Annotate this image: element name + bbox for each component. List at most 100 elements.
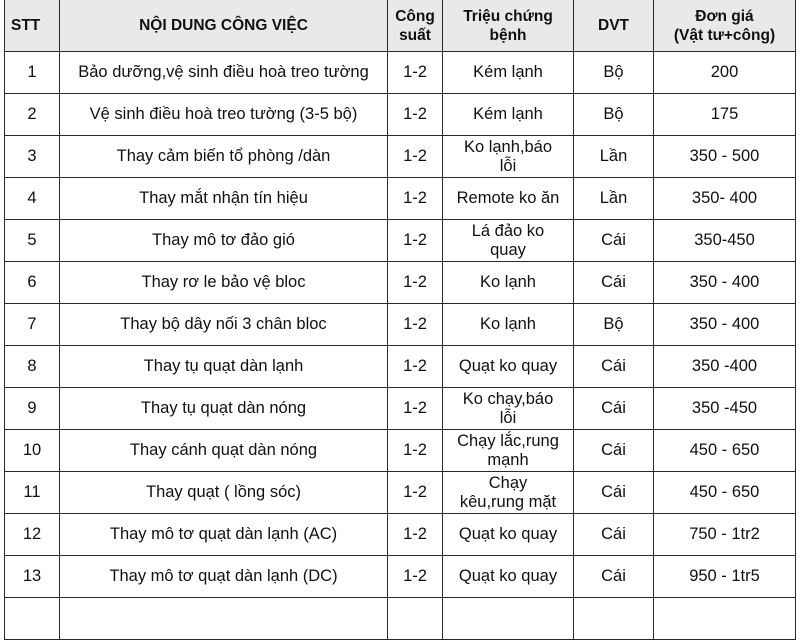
row-description: Bảo dưỡng,vệ sinh điều hoà treo tường [59,51,388,94]
row-stt: 8 [4,345,60,388]
row-symptom-line2: mạnh [487,450,529,469]
empty-cell [4,597,60,640]
header-stt: STT [4,0,60,52]
row-unit: Cái [573,429,654,472]
row-description: Thay cảm biến tổ phòng /dàn [59,135,388,178]
row-symptom: Kém lạnh [442,93,574,136]
table-row: 8 Thay tụ quạt dàn lạnh 1-2 Quạt ko quay Cái… [4,345,796,388]
row-symptom: Chạy kêu,rung mặt [442,471,574,514]
row-price: 350 - 400 [653,303,796,346]
row-capacity: 1-2 [387,387,443,430]
row-description: Thay mắt nhận tín hiệu [59,177,388,220]
row-symptom-line1: Kém lạnh [473,105,543,123]
row-capacity: 1-2 [387,177,443,220]
row-symptom-line1: Ko chạy,báo [462,389,554,408]
row-stt: 10 [4,429,60,472]
row-symptom: Ko lạnh [442,303,574,346]
table-row: 11 Thay quạt ( lồng sóc) 1-2 Chạy kêu,rung m… [4,471,796,514]
header-capacity: Công suất [387,0,443,52]
row-symptom-line1: Quạt ko quay [458,525,558,543]
table-row-partial [4,597,796,640]
row-price: 350- 400 [653,177,796,220]
header-capacity-line2: suất [399,26,431,44]
row-symptom-line2: quay [490,240,526,259]
row-stt: 3 [4,135,60,178]
row-description: Vệ sinh điều hoà treo tường (3-5 bộ) [59,93,388,136]
row-capacity: 1-2 [387,471,443,514]
row-description: Thay mô tơ quạt dàn lạnh (AC) [59,513,388,556]
row-symptom-line1: Ko lạnh,báo [463,137,553,156]
row-stt: 2 [4,93,60,136]
row-symptom: Ko chạy,báo lỗi [442,387,574,430]
row-unit: Lần [573,177,654,220]
table-row: 13 Thay mô tơ quạt dàn lạnh (DC) 1-2 Quạt k… [4,555,796,598]
row-symptom: Kém lạnh [442,51,574,94]
table-row: 12 Thay mô tơ quạt dàn lạnh (AC) 1-2 Quạt k… [4,513,796,556]
row-symptom-line1: Quạt ko quay [458,357,558,375]
table-row: 2 Vệ sinh điều hoà treo tường (3-5 bộ) 1-2… [4,93,796,136]
row-capacity: 1-2 [387,51,443,94]
row-price: 350 - 400 [653,261,796,304]
row-price: 175 [653,93,796,136]
row-price: 450 - 650 [653,471,796,514]
row-capacity: 1-2 [387,303,443,346]
row-capacity: 1-2 [387,345,443,388]
header-description: NỘI DUNG CÔNG VIỆC [59,0,388,52]
header-price-line2: (Vật tư+công) [673,26,776,44]
row-price: 350 -400 [653,345,796,388]
row-symptom-line2: lỗi [499,156,517,175]
row-description: Thay mô tơ đảo gió [59,219,388,262]
row-symptom-line1: Kém lạnh [473,63,543,81]
header-price-line1: Đơn giá [695,7,754,25]
row-description: Thay cánh quạt dàn nóng [59,429,388,472]
table-row: 3 Thay cảm biến tổ phòng /dàn 1-2 Ko lạnh,b… [4,135,796,178]
row-price: 950 - 1tr5 [653,555,796,598]
row-stt: 12 [4,513,60,556]
row-stt: 5 [4,219,60,262]
row-stt: 1 [4,51,60,94]
row-price: 200 [653,51,796,94]
header-symptom: Triệu chứng bệnh [442,0,574,52]
row-unit: Cái [573,555,654,598]
header-symptom-line1: Triệu chứng [463,7,553,25]
row-price: 350 -450 [653,387,796,430]
row-price: 350-450 [653,219,796,262]
row-symptom-line1: Quạt ko quay [458,567,558,585]
row-capacity: 1-2 [387,93,443,136]
row-symptom-line2: kêu,rung mặt [459,492,557,511]
row-unit: Cái [573,387,654,430]
row-capacity: 1-2 [387,513,443,556]
row-symptom: Lá đảo ko quay [442,219,574,262]
row-stt: 11 [4,471,60,514]
row-capacity: 1-2 [387,429,443,472]
row-description: Thay quạt ( lồng sóc) [59,471,388,514]
empty-cell [387,597,443,640]
row-symptom-line1: Lá đảo ko [471,221,545,240]
row-unit: Bộ [573,303,654,346]
row-capacity: 1-2 [387,261,443,304]
row-price: 350 - 500 [653,135,796,178]
table-row: 10 Thay cánh quạt dàn nóng 1-2 Chạy lắc,run… [4,429,796,472]
header-unit: DVT [573,0,654,52]
row-unit: Cái [573,219,654,262]
empty-cell [442,597,574,640]
row-symptom-line1: Chạy [488,473,528,492]
row-symptom-line1: Ko lạnh [480,315,536,333]
header-capacity-line1: Công [395,7,435,25]
row-description: Thay rơ le bảo vệ bloc [59,261,388,304]
row-symptom-line1: Chạy lắc,rung [457,431,559,450]
row-symptom-line1: Ko lạnh [480,273,536,291]
table-body: 1 Bảo dưỡng,vệ sinh điều hoà treo tường 1-… [4,51,796,640]
row-unit: Cái [573,471,654,514]
row-symptom: Ko lạnh,báo lỗi [442,135,574,178]
row-price: 750 - 1tr2 [653,513,796,556]
row-symptom: Remote ko ăn [442,177,574,220]
row-symptom-line1: Remote ko ăn [456,189,560,207]
row-unit: Cái [573,513,654,556]
row-description: Thay tụ quạt dàn lạnh [59,345,388,388]
table-row: 1 Bảo dưỡng,vệ sinh điều hoà treo tường 1-… [4,51,796,94]
row-stt: 4 [4,177,60,220]
row-capacity: 1-2 [387,219,443,262]
empty-cell [653,597,796,640]
row-stt: 6 [4,261,60,304]
